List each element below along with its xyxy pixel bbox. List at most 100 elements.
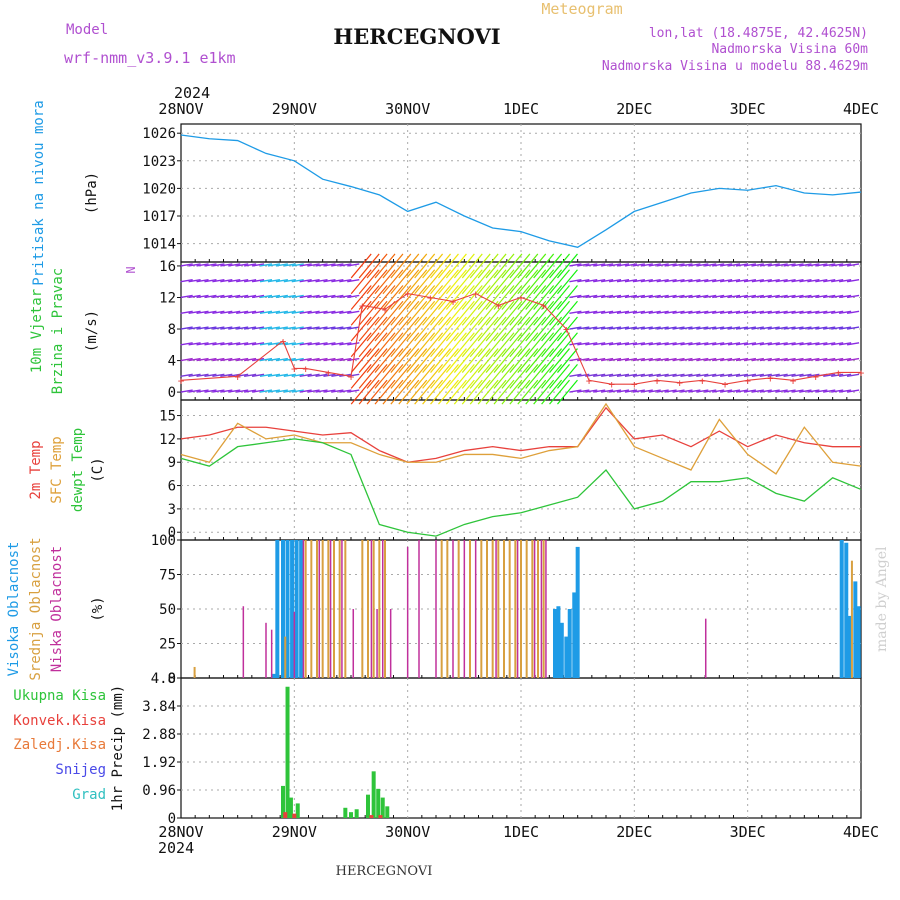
wind-barb <box>485 379 507 405</box>
wind-barb <box>727 310 741 314</box>
wind-barb <box>485 348 507 373</box>
wind-barb <box>422 348 444 373</box>
wind-barb <box>267 389 281 393</box>
wind-barb <box>640 310 653 314</box>
wind-barb <box>664 279 677 283</box>
wind-barb <box>632 310 645 314</box>
y-tick-label: 0.96 <box>142 783 176 799</box>
wind-barb <box>259 263 273 267</box>
wind-barb <box>846 357 860 362</box>
wind-barb <box>577 357 590 362</box>
wind-axis-label-2: Brzina i Pravac <box>50 268 66 394</box>
wind-barb <box>585 342 598 346</box>
wind-barb <box>358 300 380 326</box>
wind-barb <box>791 326 804 330</box>
wind-speed-point: + <box>325 366 332 379</box>
wind-barb <box>720 263 733 267</box>
wind-barb <box>791 389 804 393</box>
cloud-bar <box>452 540 454 678</box>
y-tick-label: 0 <box>168 525 176 541</box>
wind-barb <box>251 373 265 378</box>
wind-barb <box>688 294 701 299</box>
wind-barb <box>640 357 653 362</box>
year-bottom: 2024 <box>158 839 194 857</box>
wind-barb <box>212 279 225 283</box>
wind-barb <box>624 326 638 330</box>
wind-barb <box>517 379 539 405</box>
wind-barb <box>291 342 304 346</box>
wind-barb <box>727 263 741 267</box>
wind-barb <box>846 326 860 330</box>
wind-barb <box>672 342 685 346</box>
wind-barb <box>823 389 836 393</box>
precip-bar <box>281 785 285 818</box>
wind-barb <box>517 269 539 295</box>
wind-barb <box>846 310 860 314</box>
y-tick-label: 16 <box>159 259 176 275</box>
temp-line-2 <box>180 438 862 537</box>
cloud-bar <box>564 636 569 678</box>
wind-barb <box>374 363 396 389</box>
wind-barb <box>624 373 638 378</box>
wind-barb <box>549 379 570 405</box>
wind-barb <box>430 253 451 279</box>
cloud-bar <box>318 540 321 678</box>
cloud-bar <box>304 540 307 678</box>
wind-barb <box>461 300 483 326</box>
wind-barb <box>244 342 257 346</box>
wind-barb <box>445 253 467 279</box>
wind-barb <box>720 389 733 393</box>
wind-barb <box>577 279 590 283</box>
wind-barb <box>823 357 836 362</box>
wind-barb <box>704 389 717 393</box>
wind-barb <box>422 332 444 358</box>
wind-barb <box>251 294 265 299</box>
time-label-top: 1DEC <box>503 100 539 118</box>
cloud-bar <box>418 540 420 678</box>
time-label-top: 4DEC <box>843 100 879 118</box>
wind-barb <box>244 326 257 330</box>
wind-barb <box>799 389 812 393</box>
wind-barb <box>485 316 507 342</box>
cloud-axis-label: Niska Oblacnost <box>49 546 65 672</box>
wind-barb <box>525 285 547 310</box>
wind-barb <box>759 326 772 330</box>
wind-barb <box>743 326 757 330</box>
model-name: wrf-nmm_v3.9.1 e1km <box>64 49 236 67</box>
y-tick-label: 15 <box>159 409 176 425</box>
wind-barb <box>382 269 404 295</box>
wind-barb <box>307 326 320 330</box>
wind-barb <box>445 285 467 310</box>
cloud-bar <box>457 540 460 678</box>
wind-barb <box>640 279 653 283</box>
wind-barb <box>775 294 788 299</box>
wind-speed-point: + <box>495 299 502 312</box>
wind-barb <box>501 316 523 342</box>
wind-barb <box>807 279 820 283</box>
model-label: Model <box>66 22 108 38</box>
wind-barb <box>204 389 217 393</box>
cloud-bar <box>531 540 534 678</box>
wind-barb <box>188 310 201 314</box>
wind-speed-point: + <box>359 299 366 312</box>
wind-barb <box>390 348 412 373</box>
wind-speed-point: + <box>835 366 842 379</box>
wind-barb <box>406 363 428 389</box>
wind-barb <box>815 263 828 267</box>
wind-barb <box>414 379 436 405</box>
wind-barb <box>815 310 828 314</box>
wind-barb <box>585 326 598 330</box>
wind-barb <box>180 326 193 330</box>
wind-barb <box>283 389 296 393</box>
y-tick-label: 9 <box>168 455 176 471</box>
wind-barb <box>469 269 491 295</box>
cloud-bar <box>495 540 497 678</box>
wind-barb <box>656 310 669 314</box>
wind-barb <box>791 279 804 283</box>
wind-barb <box>759 373 772 378</box>
precip-bar <box>288 797 293 818</box>
wind-barb <box>453 363 475 389</box>
wind-barb <box>720 294 733 299</box>
wind-barb <box>696 263 709 267</box>
wind-barb <box>347 294 360 299</box>
